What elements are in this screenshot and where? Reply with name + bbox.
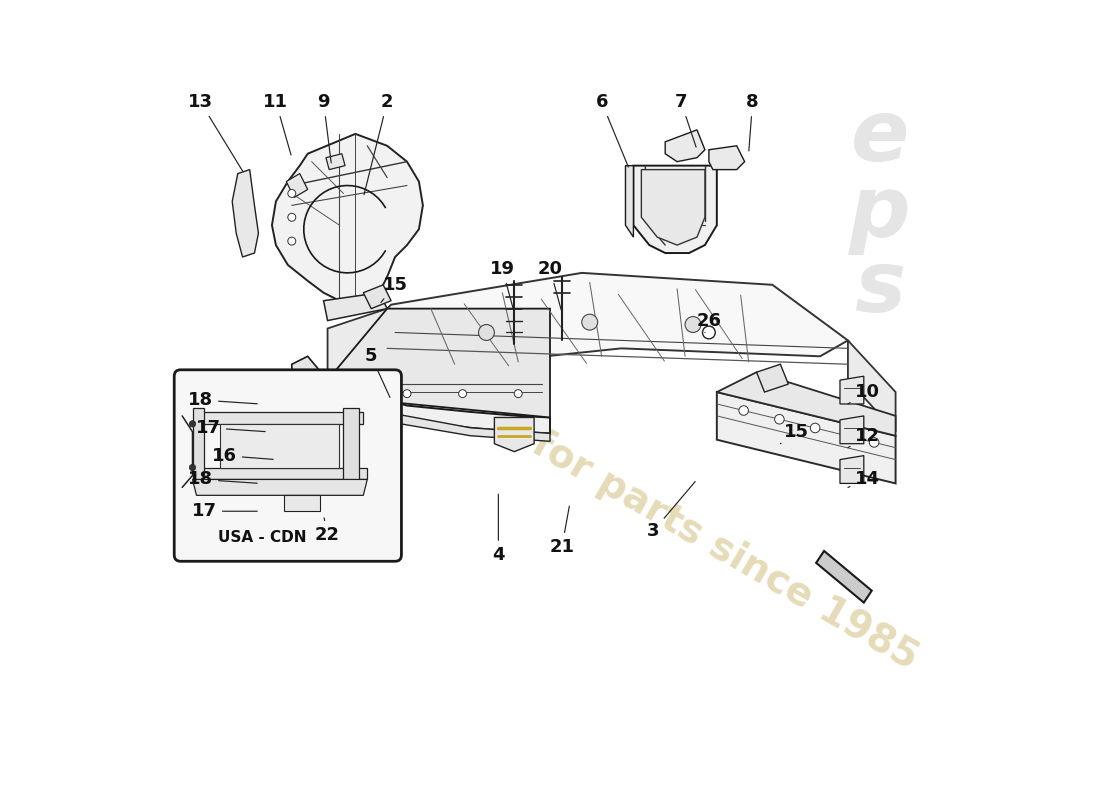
Circle shape — [774, 414, 784, 424]
Polygon shape — [192, 408, 205, 483]
Text: 14: 14 — [848, 470, 880, 489]
Polygon shape — [626, 166, 634, 237]
Polygon shape — [197, 412, 363, 424]
Text: 22: 22 — [315, 518, 340, 544]
Polygon shape — [328, 309, 387, 380]
Polygon shape — [840, 376, 864, 404]
Text: 4: 4 — [492, 494, 505, 564]
Circle shape — [288, 237, 296, 245]
Polygon shape — [840, 416, 864, 444]
Text: 17: 17 — [196, 419, 265, 437]
Text: 19: 19 — [490, 260, 515, 310]
Polygon shape — [387, 273, 848, 368]
Polygon shape — [840, 456, 864, 483]
Polygon shape — [363, 285, 392, 309]
Text: 7: 7 — [674, 93, 696, 147]
Polygon shape — [272, 134, 422, 301]
Circle shape — [189, 421, 196, 427]
Circle shape — [288, 214, 296, 222]
Circle shape — [515, 390, 522, 398]
Text: 16: 16 — [212, 446, 273, 465]
Polygon shape — [284, 495, 320, 511]
Circle shape — [869, 438, 879, 447]
Circle shape — [685, 317, 701, 333]
Text: 20: 20 — [538, 260, 562, 310]
Circle shape — [355, 390, 363, 398]
Polygon shape — [666, 130, 705, 162]
Text: s: s — [854, 247, 905, 330]
Polygon shape — [232, 170, 258, 257]
Polygon shape — [757, 364, 789, 392]
Polygon shape — [192, 467, 367, 479]
Text: 9: 9 — [317, 93, 331, 163]
Text: 3: 3 — [647, 482, 695, 540]
Circle shape — [811, 423, 819, 433]
Text: p: p — [849, 172, 911, 255]
Polygon shape — [331, 396, 550, 442]
Circle shape — [846, 432, 856, 442]
Text: a passion for parts since 1985: a passion for parts since 1985 — [334, 314, 925, 677]
Polygon shape — [641, 170, 705, 245]
Text: 10: 10 — [848, 383, 880, 404]
Polygon shape — [717, 392, 895, 483]
Polygon shape — [326, 154, 345, 170]
Circle shape — [739, 406, 748, 415]
Text: 15: 15 — [780, 422, 808, 444]
Polygon shape — [328, 309, 550, 418]
Text: 18: 18 — [188, 470, 257, 489]
FancyBboxPatch shape — [174, 370, 402, 562]
Text: 15: 15 — [381, 276, 408, 302]
Text: 2: 2 — [364, 93, 394, 194]
Circle shape — [459, 390, 466, 398]
Polygon shape — [494, 418, 535, 452]
Polygon shape — [330, 380, 348, 396]
Text: 17: 17 — [191, 502, 257, 520]
Circle shape — [478, 325, 494, 341]
Polygon shape — [292, 356, 328, 404]
Polygon shape — [708, 146, 745, 170]
Circle shape — [288, 190, 296, 198]
Polygon shape — [717, 372, 895, 436]
Polygon shape — [323, 293, 387, 321]
Text: 6: 6 — [595, 93, 628, 167]
Polygon shape — [634, 166, 717, 253]
Polygon shape — [816, 551, 872, 602]
Polygon shape — [286, 174, 308, 198]
Polygon shape — [328, 380, 550, 434]
Text: 21: 21 — [549, 506, 574, 556]
Text: 5: 5 — [365, 347, 390, 398]
Polygon shape — [343, 408, 360, 483]
Text: 8: 8 — [746, 93, 759, 151]
Polygon shape — [192, 479, 367, 495]
Polygon shape — [350, 384, 367, 400]
Text: e: e — [850, 96, 909, 179]
Polygon shape — [220, 424, 340, 467]
Circle shape — [403, 390, 411, 398]
Circle shape — [582, 314, 597, 330]
Text: USA - CDN: USA - CDN — [218, 530, 306, 546]
Text: 18: 18 — [188, 391, 257, 409]
Circle shape — [189, 464, 196, 470]
Text: 13: 13 — [188, 93, 243, 171]
Circle shape — [703, 326, 715, 339]
Text: 26: 26 — [696, 311, 722, 333]
Text: 11: 11 — [263, 93, 292, 155]
Text: 12: 12 — [848, 426, 880, 448]
Polygon shape — [848, 341, 895, 432]
